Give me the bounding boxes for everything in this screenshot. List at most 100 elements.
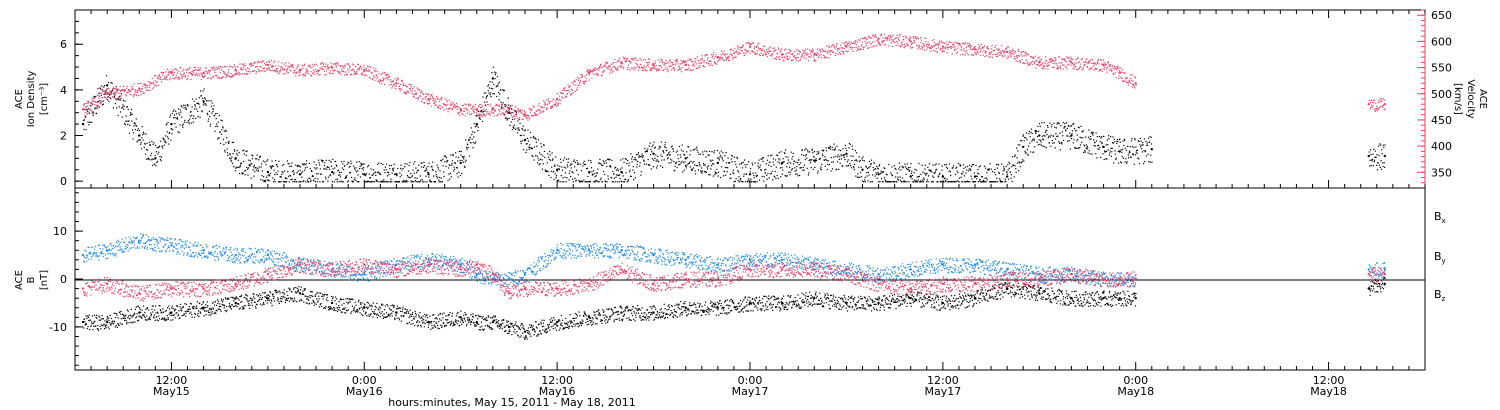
- density-sample: [128, 120, 130, 122]
- density-sample: [713, 150, 716, 152]
- velocity-sample: [399, 90, 401, 92]
- density-sample: [1083, 144, 1085, 146]
- density-sample: [365, 174, 367, 176]
- density-sample: [399, 176, 401, 178]
- velocity-sample: [687, 59, 689, 61]
- velocity-sample: [591, 70, 593, 72]
- velocity-sample: [135, 91, 137, 94]
- density-sample: [103, 85, 106, 87]
- velocity-sample: [105, 91, 107, 93]
- density-sample: [405, 181, 407, 183]
- velocity-point: [780, 53, 784, 56]
- density-sample: [132, 138, 134, 140]
- velocity-sample: [207, 70, 210, 72]
- density-sample: [722, 152, 724, 154]
- density-sample: [341, 181, 343, 183]
- velocity-sample: [666, 62, 668, 64]
- velocity-sample: [225, 73, 227, 76]
- density-sample: [638, 156, 640, 158]
- density-sample: [647, 148, 649, 150]
- density-sample: [109, 94, 111, 96]
- density-sample: [1112, 141, 1114, 144]
- velocity-sample: [290, 70, 292, 72]
- velocity-sample: [690, 60, 693, 63]
- density-sample: [709, 150, 711, 153]
- velocity-sample: [505, 110, 507, 113]
- velocity-sample: [460, 109, 462, 111]
- density-sample: [893, 165, 896, 167]
- density-sample: [968, 164, 971, 166]
- density-sample: [117, 114, 119, 117]
- density-sample: [328, 168, 331, 170]
- density-sample: [758, 179, 761, 181]
- density-sample: [737, 170, 739, 172]
- velocity-sample: [237, 71, 239, 73]
- density-sample: [878, 165, 880, 167]
- density-sample: [799, 167, 801, 169]
- density-sample: [879, 181, 881, 183]
- velocity-sample: [274, 65, 276, 67]
- velocity-sample: [101, 100, 104, 103]
- density-sample: [344, 165, 346, 167]
- velocity-sample: [802, 52, 804, 54]
- density-sample: [297, 164, 300, 167]
- density-sample: [1066, 135, 1068, 137]
- density-sample: [869, 166, 871, 168]
- velocity-sample: [482, 115, 484, 117]
- density-sample: [292, 170, 294, 172]
- velocity-sample: [310, 71, 312, 73]
- density-sample: [142, 131, 145, 133]
- velocity-sample: [803, 55, 806, 57]
- density-sample: [606, 158, 609, 160]
- velocity-sample: [745, 42, 747, 45]
- velocity-sample: [450, 101, 452, 103]
- velocity-sample: [331, 72, 333, 75]
- velocity-sample: [170, 71, 172, 73]
- density-sample: [993, 181, 995, 183]
- velocity-sample: [784, 49, 786, 51]
- density-sample: [1146, 144, 1148, 146]
- density-sample: [384, 166, 386, 168]
- velocity-sample: [305, 71, 307, 73]
- velocity-sample: [588, 74, 591, 76]
- velocity-sample: [707, 57, 709, 59]
- density-sample: [882, 171, 885, 173]
- density-sample: [1058, 123, 1060, 125]
- density-sample: [898, 168, 900, 170]
- velocity-sample: [675, 62, 677, 64]
- density-sample: [983, 181, 985, 183]
- density-sample: [206, 112, 208, 115]
- density-sample: [1150, 143, 1153, 145]
- density-sample: [883, 177, 885, 179]
- density-sample: [1384, 144, 1386, 146]
- density-sample: [747, 181, 749, 183]
- density-sample: [642, 155, 644, 157]
- density-sample: [1056, 135, 1058, 138]
- velocity-sample: [402, 83, 404, 85]
- density-sample: [138, 129, 141, 132]
- density-sample: [835, 169, 838, 171]
- density-sample: [308, 162, 311, 165]
- density-sample: [832, 149, 834, 151]
- density-sample: [302, 171, 304, 173]
- density-sample: [505, 104, 507, 106]
- velocity-sample: [168, 70, 170, 73]
- density-sample: [729, 173, 732, 175]
- velocity-sample: [792, 59, 794, 61]
- density-sample: [316, 167, 318, 169]
- density-sample: [1114, 153, 1117, 155]
- velocity-sample: [511, 108, 513, 111]
- density-sample: [239, 165, 241, 167]
- density-sample: [1148, 141, 1151, 143]
- density-sample: [682, 161, 685, 164]
- density-sample: [941, 169, 943, 171]
- density-sample: [422, 166, 425, 169]
- velocity-sample: [309, 66, 311, 68]
- x-tick-time-4: 12:00: [927, 374, 959, 387]
- velocity-sample: [137, 83, 139, 85]
- density-sample: [402, 181, 405, 183]
- density-sample: [888, 163, 890, 166]
- density-sample: [199, 90, 202, 92]
- top-panel-data: [81, 33, 1387, 183]
- velocity-sample: [206, 71, 208, 73]
